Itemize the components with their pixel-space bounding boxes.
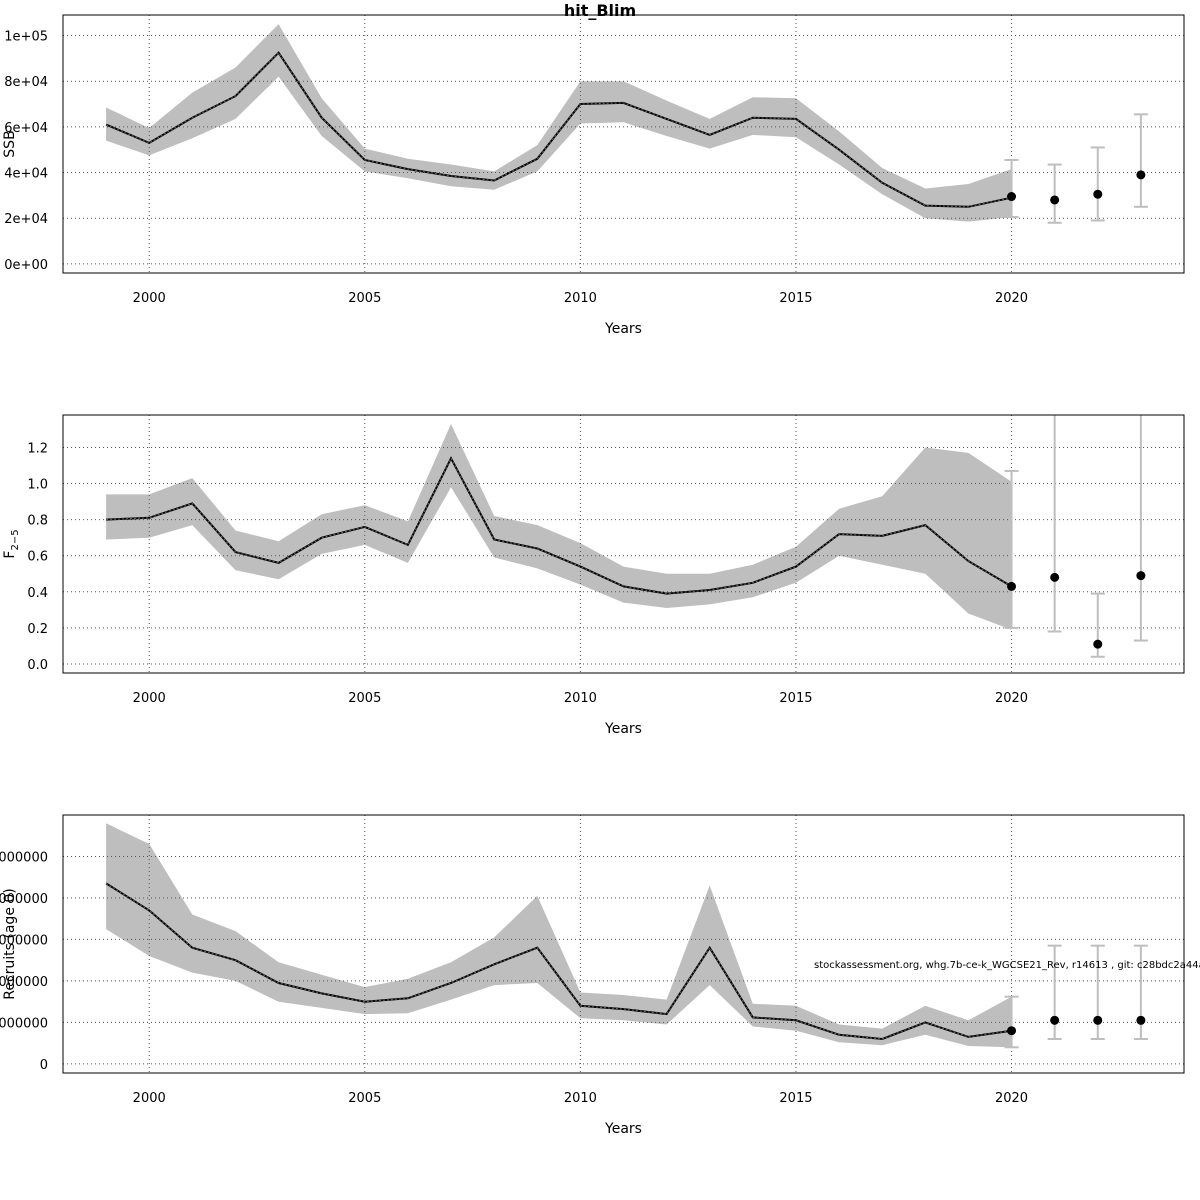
recruits-y-tick-label: 4000000: [0, 892, 48, 907]
recruits-x-tick-label: 2020: [995, 1091, 1028, 1106]
ssb-point: [1007, 192, 1017, 202]
ssb-y-tick-label: 1e+05: [4, 30, 48, 45]
ssb-x-tick-label: 2015: [779, 291, 812, 306]
fbar-x-tick-label: 2020: [995, 691, 1028, 706]
fbar-point: [1093, 639, 1103, 649]
fbar-y-axis-title: F2−5: [2, 529, 21, 558]
ssb-estimate-line: [105, 51, 1012, 208]
ssb-x-axis-title: Years: [604, 321, 642, 337]
ssb-x-tick-label: 2005: [348, 291, 381, 306]
recruits-x-tick-label: 2015: [779, 1091, 812, 1106]
fbar-y-tick-label: 1.0: [27, 478, 48, 493]
fbar-panel: 2000 2005 2010 2015 2020 0.0 0.2 0.4 0.6 0.8 1.0 1.…: [2, 414, 1185, 737]
fbar-estimate-line: [106, 456, 1013, 595]
recruits-x-tick-label: 2005: [348, 1091, 381, 1106]
ssb-y-tick-label: 2e+04: [4, 212, 48, 227]
recruits-point: [1093, 1015, 1103, 1025]
recruits-y-tick-label: 1000000: [0, 1016, 48, 1031]
footnote: stockassessment.org, whg.7b-ce-k_WGCSE21…: [814, 960, 1200, 971]
recruits-estimate-line-dots: [105, 882, 1012, 1040]
fbar-x-tick-label: 2010: [564, 691, 597, 706]
main-title: hit_Blim: [564, 1, 636, 20]
ssb-y-axis-title: SSB: [2, 130, 18, 157]
fbar-y-tick-label: 1.2: [27, 441, 48, 456]
recruits-x-tick-label: 2000: [133, 1091, 166, 1106]
fbar-plot-frame: [62, 414, 1185, 674]
recruits-point: [1007, 1026, 1017, 1036]
fbar-y-axis-title-subscript: 2−5: [10, 529, 21, 550]
ssb-plot-frame: [62, 14, 1185, 274]
ssb-x-tick-label: 2020: [995, 291, 1028, 306]
ssb-point: [1093, 189, 1103, 199]
ssb-x-tick-label: 2010: [564, 291, 597, 306]
fbar-point: [1136, 571, 1146, 581]
fbar-y-tick-label: 0.6: [27, 550, 48, 565]
fbar-x-tick-label: 2000: [133, 691, 166, 706]
recruits-plot-frame: [62, 814, 1185, 1074]
fbar-x-tick-label: 2015: [779, 691, 812, 706]
recruits-point: [1050, 1015, 1060, 1025]
recruits-y-tick-label: 5000000: [0, 850, 48, 865]
ssb-panel: 2000 2005 2010 2015 2020 0e+00 2e+04 4e+04 6e+04…: [2, 14, 1185, 337]
ssb-point: [1136, 170, 1146, 180]
ssb-x-tick-label: 2000: [133, 291, 166, 306]
recruits-y-tick-label: 3000000: [0, 933, 48, 948]
fbar-x-tick-label: 2005: [348, 691, 381, 706]
fbar-confidence-band: [106, 424, 1012, 630]
fbar-y-tick-label: 0.8: [27, 514, 48, 529]
fbar-y-tick-label: 0.0: [27, 658, 48, 673]
fbar-point: [1050, 572, 1060, 582]
recruits-confidence-band: [106, 823, 1012, 1048]
ssb-y-tick-label: 0e+00: [4, 258, 48, 273]
recruits-point: [1136, 1015, 1146, 1025]
recruits-y-axis-title: Recruits (age 0): [2, 888, 18, 1000]
ssb-confidence-band: [106, 24, 1012, 222]
ssb-y-tick-label: 8e+04: [4, 75, 48, 90]
fbar-point: [1007, 581, 1017, 591]
recruits-x-axis-title: Years: [604, 1121, 642, 1137]
ssb-point: [1050, 195, 1060, 205]
recruits-y-tick-label: 0: [40, 1058, 48, 1073]
recruits-x-tick-label: 2010: [564, 1091, 597, 1106]
fbar-y-tick-label: 0.4: [27, 586, 48, 601]
ssb-y-tick-label: 6e+04: [4, 121, 48, 136]
fbar-y-tick-label: 0.2: [27, 622, 48, 637]
fbar-x-axis-title: Years: [604, 721, 642, 737]
ssb-y-tick-label: 4e+04: [4, 167, 48, 182]
